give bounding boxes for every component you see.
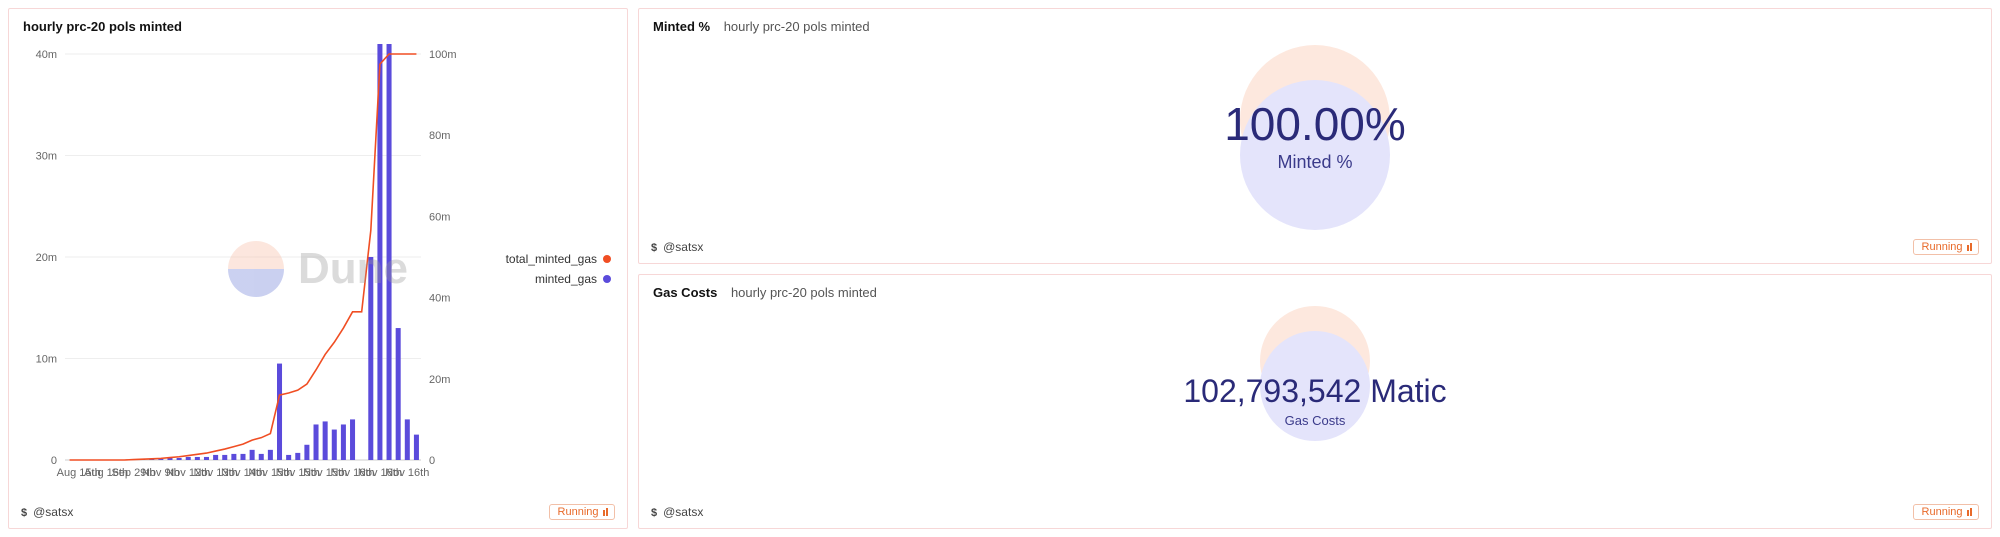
author-handle: @satsx — [663, 505, 703, 519]
svg-text:10m: 10m — [36, 354, 57, 366]
svg-text:0: 0 — [429, 455, 435, 467]
panel-title: Gas Costs — [653, 285, 717, 300]
counter-value: 102,793,542 Matic — [1183, 375, 1446, 409]
combo-chart[interactable]: 010m20m30m40m020m40m60m80m100mAug 15thAu… — [15, 44, 471, 494]
svg-text:60m: 60m — [429, 211, 450, 223]
svg-text:100m: 100m — [429, 49, 457, 61]
status-badge[interactable]: Running — [549, 504, 615, 520]
panel-subtitle: hourly prc-20 pols minted — [724, 19, 870, 34]
author-icon: $ — [651, 242, 657, 254]
counter-body: 100.00% Minted % — [639, 40, 1991, 233]
author[interactable]: $ @satsx — [651, 505, 703, 519]
panel-header: hourly prc-20 pols minted — [9, 9, 627, 40]
status-text: Running — [1922, 506, 1963, 518]
legend-item[interactable]: minted_gas — [471, 272, 611, 286]
panel-minted: Minted % hourly prc-20 pols minted 100.0… — [638, 8, 1992, 264]
panel-header: Minted % hourly prc-20 pols minted — [639, 9, 1991, 40]
counter-body: 102,793,542 Matic Gas Costs — [639, 306, 1991, 499]
svg-text:Nov 16th: Nov 16th — [385, 467, 429, 479]
author-icon: $ — [21, 507, 27, 519]
running-icon — [1967, 508, 1973, 516]
chart-legend: total_minted_gas minted_gas — [471, 44, 621, 494]
author-handle: @satsx — [33, 505, 73, 519]
panel-title: Minted % — [653, 19, 710, 34]
counter-value: 100.00% — [1224, 100, 1406, 148]
author-handle: @satsx — [663, 240, 703, 254]
running-icon — [603, 508, 609, 516]
svg-text:30m: 30m — [36, 151, 57, 163]
panel-chart: hourly prc-20 pols minted Dune 010m20m30… — [8, 8, 628, 529]
panel-gas: Gas Costs hourly prc-20 pols minted 102,… — [638, 274, 1992, 530]
panel-subtitle: hourly prc-20 pols minted — [731, 285, 877, 300]
status-text: Running — [1922, 241, 1963, 253]
status-badge[interactable]: Running — [1913, 504, 1979, 520]
author[interactable]: $ @satsx — [21, 505, 73, 519]
status-text: Running — [558, 506, 599, 518]
counter-label: Gas Costs — [1183, 413, 1446, 428]
status-badge[interactable]: Running — [1913, 239, 1979, 255]
svg-text:40m: 40m — [429, 293, 450, 305]
author[interactable]: $ @satsx — [651, 240, 703, 254]
svg-text:20m: 20m — [429, 374, 450, 386]
running-icon — [1967, 243, 1973, 251]
legend-item[interactable]: total_minted_gas — [471, 252, 611, 266]
chart-body: Dune 010m20m30m40m020m40m60m80m100mAug 1… — [9, 40, 627, 498]
panel-header: Gas Costs hourly prc-20 pols minted — [639, 275, 1991, 306]
author-icon: $ — [651, 507, 657, 519]
svg-text:80m: 80m — [429, 130, 450, 142]
svg-text:0: 0 — [51, 455, 57, 467]
panel-title: hourly prc-20 pols minted — [23, 19, 182, 34]
svg-text:20m: 20m — [36, 252, 57, 264]
svg-text:40m: 40m — [36, 49, 57, 61]
counter-label: Minted % — [1224, 152, 1406, 173]
